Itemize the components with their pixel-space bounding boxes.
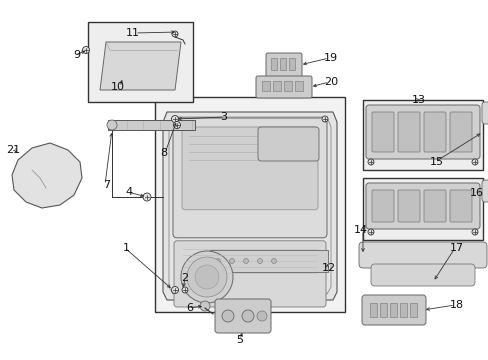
Bar [284,81,291,91]
Text: 11: 11 [126,28,140,38]
Text: 4: 4 [125,187,133,197]
FancyBboxPatch shape [449,112,471,152]
Circle shape [242,310,253,322]
FancyBboxPatch shape [423,112,445,152]
FancyBboxPatch shape [423,190,445,222]
FancyBboxPatch shape [258,127,318,161]
Text: 12: 12 [321,263,335,273]
Text: 13: 13 [411,95,425,105]
FancyBboxPatch shape [361,295,425,325]
FancyBboxPatch shape [371,112,393,152]
FancyBboxPatch shape [397,190,419,222]
Circle shape [182,287,187,293]
Bar [272,81,281,91]
FancyBboxPatch shape [182,127,317,210]
Circle shape [172,31,178,37]
FancyBboxPatch shape [358,242,486,268]
Circle shape [82,46,89,54]
Text: 19: 19 [324,53,337,63]
Circle shape [181,251,232,303]
FancyBboxPatch shape [371,190,393,222]
Polygon shape [12,143,82,208]
FancyBboxPatch shape [365,105,479,159]
Circle shape [257,258,262,264]
Circle shape [171,116,178,122]
Text: 1: 1 [123,243,130,253]
Circle shape [186,257,226,297]
Bar [262,81,269,91]
FancyBboxPatch shape [481,102,488,124]
Text: 21: 21 [6,145,20,155]
Text: 15: 15 [429,157,443,167]
FancyBboxPatch shape [370,264,474,286]
Circle shape [229,258,234,264]
Circle shape [321,116,327,122]
Text: 18: 18 [449,300,463,310]
Bar [108,120,195,130]
Circle shape [367,229,373,235]
FancyBboxPatch shape [173,118,326,238]
Bar [209,250,327,272]
Text: 2: 2 [181,273,188,283]
Circle shape [471,159,477,165]
Text: 20: 20 [324,77,337,87]
Text: 10: 10 [111,82,125,92]
Bar [270,58,276,70]
Bar [389,303,396,317]
Circle shape [367,159,373,165]
Bar [88,22,193,102]
Circle shape [195,265,219,289]
Bar [379,303,386,317]
Circle shape [107,120,117,130]
Text: 9: 9 [73,50,80,60]
Circle shape [471,229,477,235]
Bar [288,58,294,70]
Circle shape [173,122,180,129]
Bar [362,178,482,240]
FancyBboxPatch shape [265,53,302,77]
Polygon shape [163,112,336,300]
FancyBboxPatch shape [365,183,479,229]
Bar [280,58,285,70]
Text: 8: 8 [160,148,167,158]
Text: 16: 16 [469,188,483,198]
Circle shape [222,310,234,322]
Bar [369,303,376,317]
Text: 17: 17 [449,243,463,253]
Bar [409,303,416,317]
Text: 3: 3 [220,112,226,122]
Text: 6: 6 [185,303,193,313]
Circle shape [215,258,220,264]
FancyBboxPatch shape [481,180,488,202]
Polygon shape [100,42,181,90]
FancyBboxPatch shape [449,190,471,222]
Text: 7: 7 [102,180,110,190]
FancyBboxPatch shape [256,76,311,98]
FancyBboxPatch shape [174,241,325,307]
Bar [294,81,303,91]
Text: 14: 14 [353,225,367,235]
Circle shape [257,311,266,321]
FancyBboxPatch shape [215,299,270,333]
Bar [399,303,406,317]
Bar [362,100,482,170]
Circle shape [142,193,151,201]
Circle shape [271,258,276,264]
Text: 5: 5 [236,335,243,345]
FancyBboxPatch shape [397,112,419,152]
Circle shape [171,287,178,293]
Circle shape [200,301,209,311]
Bar [155,97,345,312]
Circle shape [243,258,248,264]
